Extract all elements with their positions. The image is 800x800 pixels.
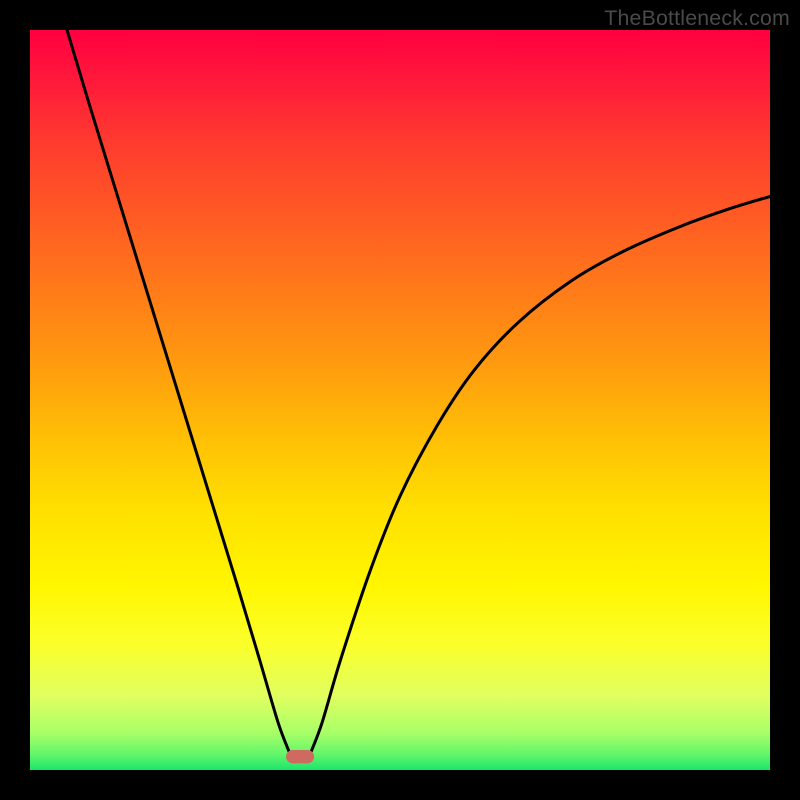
chart-frame: TheBottleneck.com	[0, 0, 800, 800]
chart-svg	[0, 0, 800, 800]
watermark-label: TheBottleneck.com	[604, 6, 790, 31]
plot-background	[30, 30, 770, 770]
notch-marker	[286, 750, 314, 763]
